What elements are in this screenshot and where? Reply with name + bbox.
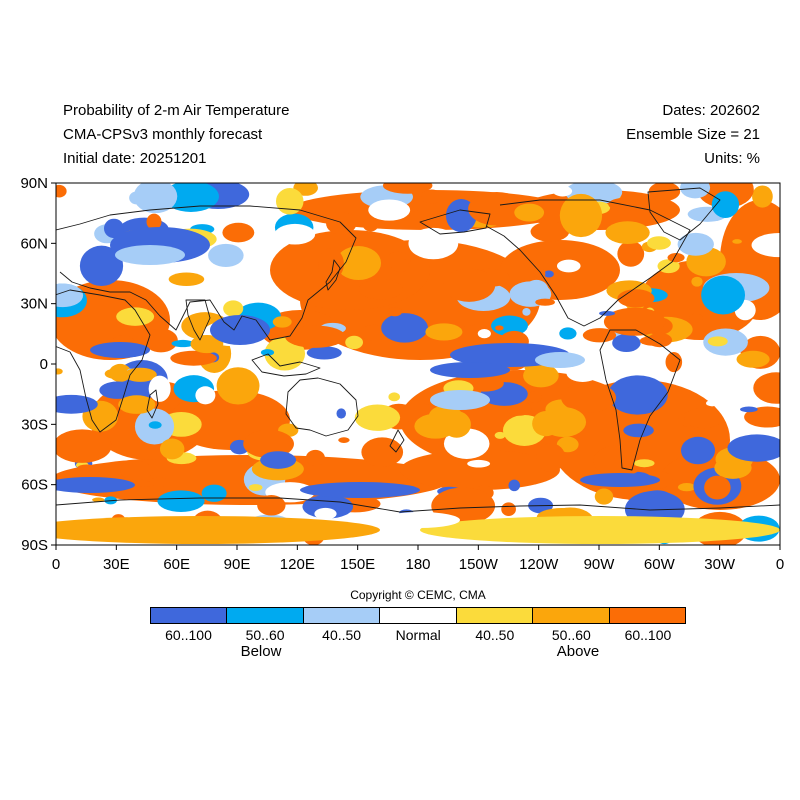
lat-tick-label: 90N <box>20 175 48 192</box>
legend-label: 60..100 <box>165 627 212 643</box>
coastline-antarctica <box>56 497 780 513</box>
lon-tick-label: 120W <box>519 556 559 573</box>
ensemble-size: Ensemble Size = 21 <box>626 126 760 143</box>
legend-label: 50..60 <box>245 627 285 643</box>
map-field <box>56 183 780 545</box>
lon-tick-label: 0 <box>776 556 784 573</box>
legend-swatch <box>227 608 304 623</box>
legend-colorbar <box>150 607 686 624</box>
legend-label: Normal <box>395 627 441 643</box>
legend-swatch <box>380 608 457 623</box>
legend-label: 60..100 <box>624 627 672 643</box>
legend-swatch <box>151 608 228 623</box>
legend-below-label: Below <box>240 643 282 660</box>
lat-tick-label: 30N <box>20 296 48 313</box>
map-title: Probability of 2-m Air Temperature <box>63 102 290 119</box>
coastline-greenland <box>647 187 721 241</box>
legend-swatch <box>609 608 685 623</box>
coastline-alaska <box>419 209 491 235</box>
lat-tick-label: 30S <box>21 416 48 433</box>
lon-tick-label: 90E <box>224 556 251 573</box>
coastline-madagascar <box>146 389 159 419</box>
initial-date: Initial date: 20251201 <box>63 150 207 167</box>
lat-tick-label: 60S <box>21 477 48 494</box>
units-label: Units: % <box>704 150 760 167</box>
forecast-dates: Dates: 202602 <box>662 102 760 119</box>
lon-tick-label: 30E <box>103 556 130 573</box>
legend-label: 40..50 <box>322 627 362 643</box>
lat-tick-label: 90S <box>21 537 48 554</box>
lon-tick-label: 60W <box>644 556 676 573</box>
coastline-nz <box>389 429 405 453</box>
legend-swatch <box>303 608 381 623</box>
copyright-notice: Copyright © CEMC, CMA <box>350 588 486 602</box>
lon-tick-label: 0 <box>52 556 60 573</box>
lon-tick-label: 30W <box>704 556 736 573</box>
lon-tick-label: 150W <box>459 556 499 573</box>
lon-tick-label: 150E <box>340 556 375 573</box>
coastline-north-america <box>485 199 691 327</box>
lon-tick-label: 60E <box>163 556 190 573</box>
coastline-indonesia <box>251 353 321 377</box>
lon-tick-label: 180 <box>405 556 430 573</box>
lat-tick-label: 0 <box>40 356 48 373</box>
lon-tick-label: 90W <box>584 556 616 573</box>
legend-swatch <box>533 608 610 623</box>
coastline-india <box>185 299 211 341</box>
lon-tick-label: 120E <box>280 556 315 573</box>
legend-label: 40..50 <box>475 627 515 643</box>
coastline-south-america <box>599 329 681 471</box>
coastline-japan <box>325 259 341 291</box>
legend-label: 50..60 <box>551 627 591 643</box>
coastline-eurasia <box>56 205 357 341</box>
map-subtitle: CMA-CPSv3 monthly forecast <box>63 126 263 143</box>
lat-tick-label: 60N <box>20 235 48 252</box>
coastline-africa <box>56 289 151 433</box>
coastline-australia <box>285 377 359 437</box>
legend-swatch <box>456 608 534 623</box>
legend-above-label: Above <box>556 643 600 660</box>
